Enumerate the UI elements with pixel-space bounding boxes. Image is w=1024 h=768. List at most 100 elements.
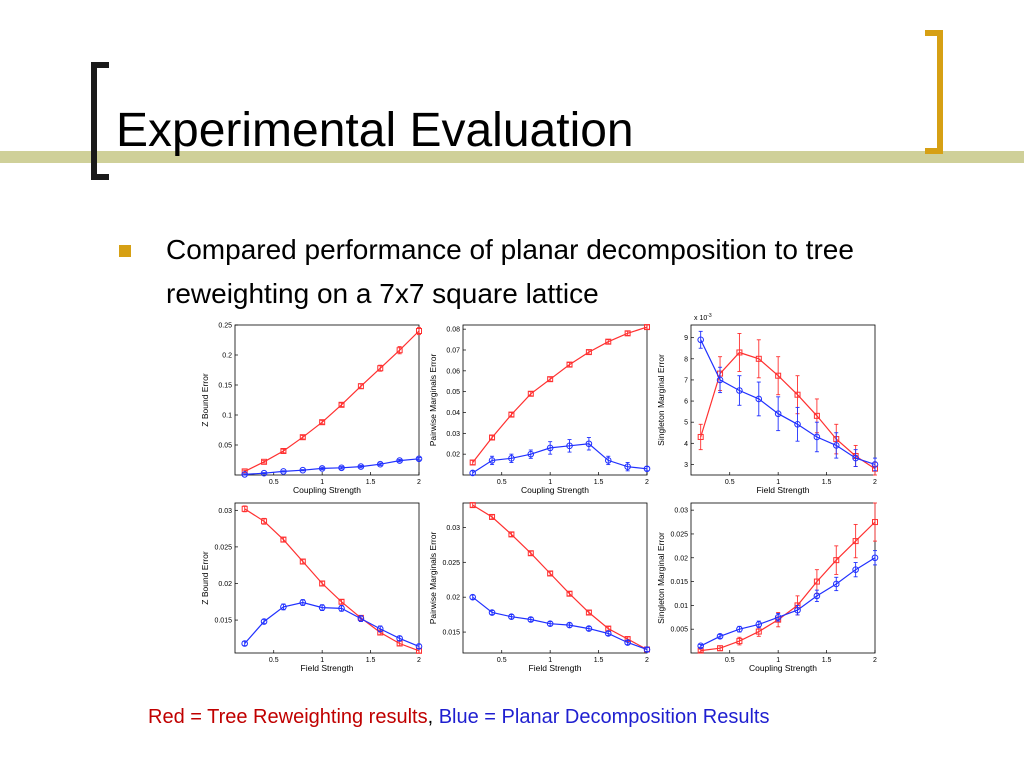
data-point-circle	[338, 605, 345, 612]
x-tick-label: 0.5	[269, 479, 279, 486]
plot-singleton-coupling: 0.5 1 1.5 2 0.005 0.01 0.015 0.02 0.025 0.03 Coupl…	[646, 496, 886, 678]
plot-svg: 0.5 1 1.5 2 0.05 0.1 0.15 0.2 0.25 Coupling Stren…	[200, 323, 423, 495]
data-point-circle	[357, 463, 365, 470]
y-tick-label: 0.02	[446, 452, 460, 459]
x-tick-label: 1.5	[822, 657, 832, 664]
y-tick-label: 0.02	[218, 581, 232, 588]
data-point-square	[377, 365, 384, 372]
data-point-circle	[643, 646, 651, 653]
y-tick-label: 0.015	[670, 579, 688, 586]
x-tick-label: 2	[873, 657, 877, 664]
data-point-circle	[832, 442, 840, 449]
y-axis-label: Singleton Marginal Error	[656, 532, 666, 624]
data-point-circle	[755, 621, 763, 628]
y-tick-label: 9	[684, 335, 688, 342]
data-point-circle	[508, 455, 515, 462]
data-point-square	[566, 361, 573, 368]
x-tick-label: 1	[320, 657, 324, 664]
y-exponent-label: x 10-3	[694, 313, 712, 322]
y-axis-label: Z Bound Error	[200, 551, 210, 605]
data-point-square	[280, 536, 287, 543]
series-line-1	[472, 596, 648, 651]
data-point-circle	[852, 566, 859, 573]
data-point-circle	[871, 461, 879, 468]
data-point-square	[833, 557, 840, 564]
right-bracket-decoration	[925, 30, 943, 154]
data-point-circle	[338, 464, 345, 472]
y-tick-label: 0.05	[446, 389, 460, 396]
data-point-circle	[585, 440, 593, 448]
plot-z-bound-field: 0.5 1 1.5 2 0.015 0.02 0.025 0.03 Field Strength…	[190, 496, 430, 678]
data-point-circle	[813, 433, 821, 441]
data-point-circle	[508, 613, 515, 621]
x-tick-label: 2	[417, 657, 421, 664]
data-point-circle	[376, 460, 384, 468]
x-tick-label: 0.5	[269, 657, 279, 664]
data-point-circle	[852, 454, 859, 462]
series-line-0	[244, 330, 420, 472]
plot-pairwise-coupling: 0.5 1 1.5 2 0.02 0.03 0.04 0.05 0.06 0.07 0.08 Coup…	[418, 318, 658, 500]
data-point-square	[319, 419, 326, 426]
x-tick-label: 1	[776, 479, 780, 486]
data-point-circle	[566, 621, 573, 629]
plot-svg: 0.5 1 1.5 2 0.015 0.02 0.025 0.03 Field Strength…	[200, 502, 423, 673]
data-point-circle	[357, 615, 365, 622]
data-point-circle	[527, 616, 535, 623]
data-point-circle	[241, 640, 248, 647]
data-point-circle	[415, 455, 423, 463]
data-point-circle	[260, 469, 268, 477]
data-point-circle	[716, 633, 724, 640]
data-point-square	[319, 580, 326, 587]
y-tick-label: 7	[684, 377, 688, 384]
caption-red-series: Red = Tree Reweighting results	[148, 706, 428, 728]
data-point-circle	[396, 457, 403, 464]
data-point-circle	[624, 639, 631, 646]
data-point-square	[736, 349, 743, 356]
y-axis-label: Singleton Marginal Error	[656, 354, 666, 446]
data-point-circle	[643, 465, 651, 473]
data-point-square	[717, 645, 724, 652]
plot-frame	[234, 502, 420, 654]
y-tick-label: 0.03	[446, 431, 460, 438]
data-point-circle	[774, 410, 782, 418]
y-tick-label: 0.025	[214, 544, 232, 551]
plot-svg: 0.5 1 1.5 2 0.02 0.03 0.04 0.05 0.06 0.07 0.08 Coup…	[428, 324, 651, 495]
data-point-circle	[566, 442, 573, 450]
data-point-circle	[280, 603, 287, 611]
y-tick-label: 0.06	[446, 368, 460, 375]
plot-pairwise-field: 0.5 1 1.5 2 0.015 0.02 0.025 0.03 Field Strength…	[418, 496, 658, 678]
x-tick-label: 1	[548, 657, 552, 664]
data-point-circle	[299, 599, 307, 606]
data-point-circle	[469, 469, 476, 477]
data-point-circle	[546, 620, 554, 627]
x-tick-label: 1.5	[822, 479, 832, 486]
data-point-square	[566, 590, 573, 597]
y-tick-label: 0.08	[446, 327, 460, 334]
data-point-square	[508, 531, 515, 538]
x-tick-label: 2	[873, 479, 877, 486]
bullet-square-icon	[119, 245, 131, 257]
plot-svg: 0.5 1 1.5 2 3 4 5 6 7 8 9 x 10-3 Field Strength Singl…	[656, 313, 879, 495]
x-tick-label: 2	[417, 479, 421, 486]
x-axis-label: Field Strength	[757, 485, 810, 495]
plot-frame	[234, 324, 420, 476]
series-line-0	[700, 351, 876, 470]
x-axis-label: Coupling Strength	[293, 485, 361, 495]
data-point-square	[261, 518, 268, 525]
data-point-circle	[832, 580, 840, 588]
caption-blue-series: Blue = Planar Decomposition Results	[438, 706, 770, 728]
y-tick-label: 0.015	[214, 618, 232, 625]
data-point-circle	[624, 463, 631, 470]
data-point-circle	[527, 450, 535, 458]
data-point-square	[872, 519, 878, 526]
data-point-square	[585, 349, 592, 356]
y-tick-label: 0.05	[218, 443, 232, 450]
data-point-circle	[299, 466, 307, 474]
data-point-circle	[396, 635, 403, 642]
y-tick-label: 0.015	[442, 630, 460, 637]
data-point-square	[299, 558, 306, 565]
data-point-circle	[716, 376, 724, 384]
y-tick-label: 5	[684, 420, 688, 427]
y-tick-label: 0.02	[674, 555, 688, 562]
data-point-circle	[736, 625, 743, 633]
